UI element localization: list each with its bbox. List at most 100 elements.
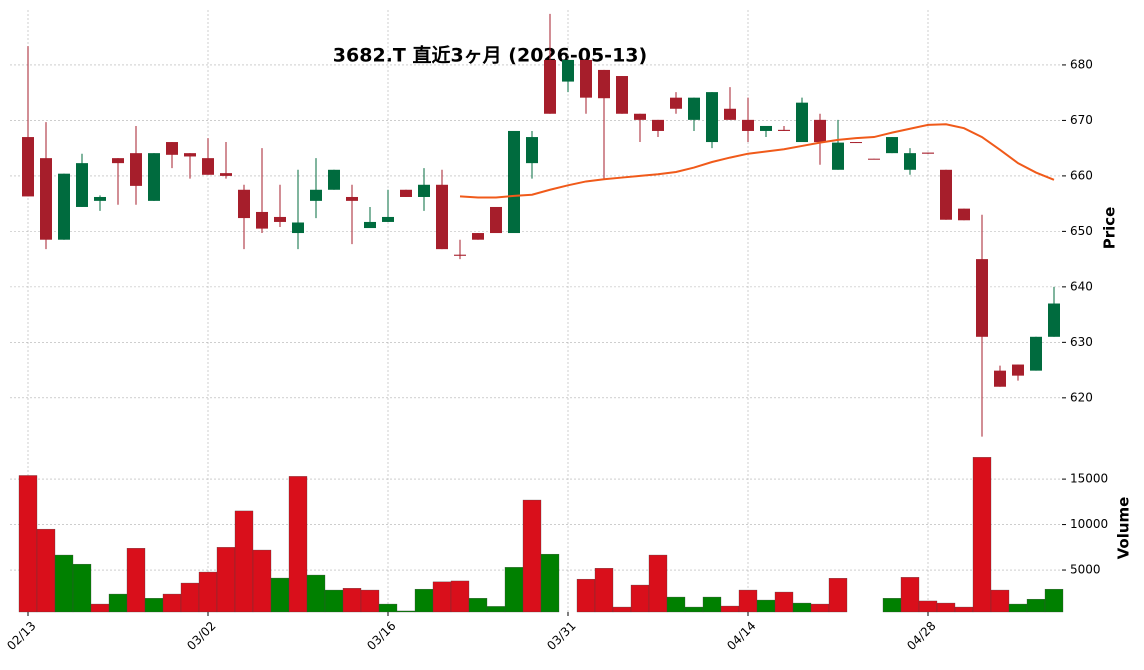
x-tick-label: 03/02: [184, 619, 218, 653]
y-axis-label: Price: [1101, 207, 1119, 250]
volume-tick-label: 5000: [1070, 563, 1101, 577]
volume-axis-label: Volume: [1115, 497, 1133, 560]
volume-bar: [108, 593, 128, 613]
volume-bar: [756, 599, 776, 613]
candle-body: [58, 173, 70, 240]
volume-bar: [1008, 603, 1028, 613]
candle-body: [166, 142, 178, 155]
volume-bar: [72, 563, 92, 613]
volume-bar: [774, 591, 794, 613]
volume-bar: [450, 580, 470, 613]
volume-bar: [36, 528, 56, 613]
candle-body: [994, 370, 1006, 387]
volume-bar: [522, 499, 542, 613]
candle-body: [22, 137, 34, 197]
volume-bar: [936, 602, 956, 613]
volume-bar: [216, 547, 236, 613]
x-tick-label: 04/28: [904, 619, 938, 653]
candle-body: [346, 196, 358, 201]
candle-body: [832, 142, 844, 170]
candle-body: [418, 184, 430, 197]
candle-body: [1030, 336, 1042, 371]
candle-body: [940, 169, 952, 220]
volume-bar: [900, 577, 920, 613]
candle-body: [796, 102, 808, 143]
volume-bar: [792, 602, 812, 613]
candle-body: [184, 153, 196, 157]
candle-body: [742, 119, 754, 131]
volume-bar: [432, 581, 452, 613]
candle-body: [778, 129, 790, 131]
volume-bar: [1044, 588, 1064, 613]
candle-body: [814, 119, 826, 143]
candle-body: [634, 113, 646, 120]
volume-bar: [810, 603, 830, 613]
volume-bar: [414, 588, 434, 613]
candle-body: [850, 142, 862, 144]
y-tick-label: 640: [1070, 279, 1093, 293]
volume-bar: [918, 600, 938, 613]
candle-body: [976, 259, 988, 337]
volume-bar: [126, 548, 146, 613]
candle-body: [292, 222, 304, 234]
volume-bar: [648, 554, 668, 613]
candle-body: [544, 59, 556, 114]
volume-bar: [594, 568, 614, 613]
volume-bar: [1026, 598, 1046, 613]
volume-bar: [270, 577, 290, 613]
volume-bar: [90, 603, 110, 613]
y-tick-label: 680: [1070, 57, 1093, 71]
volume-bar: [288, 476, 308, 613]
candle-body: [94, 196, 106, 201]
volume-bar: [342, 588, 362, 613]
x-tick-label: 03/16: [364, 619, 398, 653]
volume-bar: [324, 589, 344, 613]
candle-body: [724, 108, 736, 120]
x-tick-label: 02/13: [4, 619, 38, 653]
candle-body: [472, 233, 484, 240]
candle-body: [310, 189, 322, 201]
candle-body: [274, 216, 286, 222]
volume-bar: [828, 578, 848, 613]
volume-bar: [630, 584, 650, 613]
volume-bar: [252, 549, 272, 613]
y-tick-label: 650: [1070, 224, 1093, 238]
volume-bar: [990, 589, 1010, 613]
volume-bar: [882, 598, 902, 613]
volume-bar: [198, 571, 218, 613]
candle-body: [688, 97, 700, 120]
candle-body: [580, 59, 592, 98]
y-tick-label: 620: [1070, 390, 1093, 404]
candle-body: [922, 152, 934, 154]
chart-title: 3682.T 直近3ヶ月 (2026-05-13): [333, 44, 647, 67]
candle-body: [886, 137, 898, 154]
volume-bar: [540, 553, 560, 613]
candle-body: [220, 173, 232, 176]
candle-body: [40, 158, 52, 240]
candle-body: [364, 221, 376, 229]
candle-body: [454, 254, 466, 256]
volume-tick-label: 10000: [1070, 517, 1108, 531]
candle-body: [652, 119, 664, 131]
volume-bar: [162, 593, 182, 613]
volume-bar: [954, 606, 974, 613]
volume-bar: [702, 596, 722, 613]
moving-average: [459, 123, 1055, 199]
candle-body: [616, 76, 628, 114]
volume-bar: [360, 589, 380, 613]
candle-body: [76, 163, 88, 207]
candle-body: [148, 153, 160, 201]
volume-bar: [306, 574, 326, 613]
candle-body: [490, 206, 502, 234]
volume-bar: [504, 567, 524, 613]
candle-body: [904, 153, 916, 170]
volume-bar: [684, 606, 704, 613]
x-tick-label: 04/14: [724, 619, 758, 653]
volume-tick-label: 15000: [1070, 472, 1108, 486]
volume-bar: [972, 457, 992, 613]
candle-body: [382, 216, 394, 222]
candle-body: [130, 153, 142, 186]
candle-body: [1048, 303, 1060, 337]
volume-bar: [378, 603, 398, 613]
y-tick-label: 630: [1070, 335, 1093, 349]
